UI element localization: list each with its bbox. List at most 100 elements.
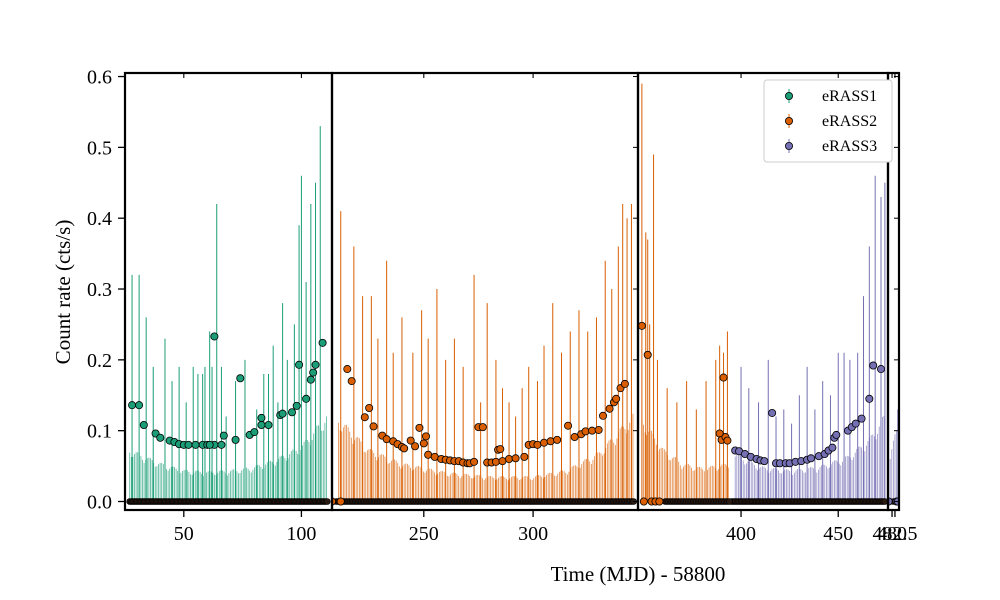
data-point [877, 365, 886, 374]
data-point [588, 426, 597, 435]
data-point [205, 440, 214, 449]
data-point [369, 422, 378, 431]
x-tick-label: 480 [877, 523, 907, 545]
zero-rate-point [726, 498, 733, 505]
data-points [128, 332, 327, 449]
data-point [553, 435, 562, 444]
data-point [257, 421, 266, 430]
panel-erass2 [638, 83, 733, 506]
data-point [424, 450, 433, 459]
data-point [236, 374, 245, 383]
data-point [257, 413, 266, 422]
data-point [511, 454, 520, 463]
data-point [655, 497, 664, 506]
data-point [478, 423, 487, 432]
zero-rate-points [661, 498, 733, 505]
y-tick-label: 0.3 [87, 279, 112, 301]
data-point [865, 394, 874, 403]
data-point [365, 404, 374, 413]
legend-label: eRASS1 [822, 88, 877, 105]
data-point [306, 375, 315, 384]
data-point [343, 365, 352, 374]
data-points [731, 361, 886, 468]
data-point [250, 428, 259, 437]
legend-label: eRASS3 [822, 138, 877, 155]
data-point [857, 414, 866, 423]
data-point [760, 457, 769, 466]
data-point [564, 421, 573, 430]
data-point [217, 440, 226, 449]
data-point [311, 360, 320, 369]
data-point [533, 440, 542, 449]
data-point [292, 401, 301, 410]
data-point [599, 411, 608, 420]
panel-plot-area [638, 83, 733, 506]
data-point [638, 321, 646, 330]
x-tick-label: 50 [174, 523, 194, 545]
y-tick-label: 0.1 [87, 421, 112, 443]
data-point [540, 438, 549, 447]
data-point [191, 440, 200, 449]
data-point [419, 439, 428, 448]
data-point [347, 377, 356, 386]
data-point [278, 409, 287, 418]
data-point [719, 373, 728, 382]
data-point [406, 436, 415, 445]
data-point [505, 455, 514, 464]
x-tick-label: 450 [823, 523, 853, 545]
zero-rate-point [323, 498, 331, 505]
x-tick-label: 482.5 [872, 523, 917, 545]
panel-erass2: 250 300 [332, 73, 637, 545]
data-point [264, 421, 273, 430]
x-ticks: 250 300 [409, 73, 548, 545]
data-point [869, 361, 878, 370]
y-axis-label: Count rate (cts/s) [51, 220, 75, 365]
x-tick-label: 400 [726, 523, 756, 545]
x-ticks: 50 100 [174, 73, 316, 545]
data-point [639, 497, 648, 506]
panel-erass3: 400 450 [726, 73, 888, 545]
data-point [520, 452, 529, 461]
data-point [421, 432, 430, 441]
x-ticks: 400 450 [726, 73, 853, 545]
data-point [336, 497, 345, 506]
data-point [415, 423, 424, 432]
data-point [360, 413, 369, 422]
legend-marker [785, 117, 794, 126]
zero-rate-points [728, 498, 888, 505]
data-point [135, 401, 144, 410]
legend: eRASS1 eRASS2 eRASS3 [763, 79, 893, 163]
data-point [496, 445, 505, 454]
data-point [295, 360, 304, 369]
data-point [851, 419, 860, 428]
data-point [128, 401, 137, 410]
error-bar-band [888, 430, 897, 502]
error-spikes [740, 175, 886, 502]
x-tick-label: 100 [286, 523, 316, 545]
data-point [309, 368, 318, 377]
error-spikes [131, 126, 321, 502]
panel-erass1: 50 100 [126, 73, 331, 545]
data-point [470, 457, 479, 466]
x-tick-label: 300 [518, 523, 548, 545]
data-point [491, 457, 500, 466]
panel-plot-area [332, 204, 637, 506]
data-point [620, 379, 629, 388]
data-point [498, 457, 507, 466]
y-axis: 0.0 0.1 0.2 0.3 0.4 0.5 0.6 [87, 67, 899, 514]
y-tick-label: 0.2 [87, 350, 112, 372]
data-point [723, 436, 732, 445]
data-point [768, 408, 777, 417]
data-points [332, 365, 629, 506]
data-point [219, 431, 228, 440]
data-point [828, 443, 837, 452]
legend-box [763, 79, 893, 163]
x-axis-label: Time (MJD) - 58800 [551, 562, 726, 586]
x-tick-label: 250 [409, 523, 439, 545]
data-point [643, 350, 652, 359]
legend-marker [785, 141, 794, 150]
legend-label: eRASS2 [822, 113, 877, 130]
